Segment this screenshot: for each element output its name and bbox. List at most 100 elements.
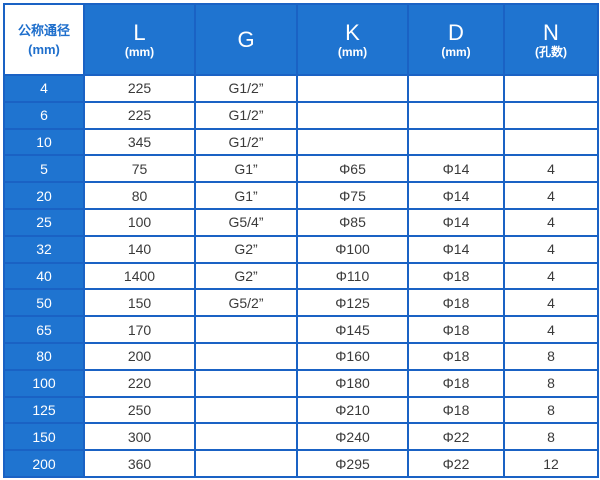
cell-size: 125 [5,397,83,423]
cell-n: 8 [505,424,597,450]
cell-k: Φ125 [298,290,407,316]
cell-g: G1/2” [196,76,296,101]
header-n: N (孔数) [505,5,597,74]
cell-g: G1/2” [196,129,296,155]
table-row: 5 75 G1” Φ65 Φ14 4 [5,156,597,182]
table-row: 32 140 G2” Φ100 Φ14 4 [5,236,597,262]
cell-d: Φ18 [409,263,503,289]
cell-k [298,129,407,155]
header-label: G [237,26,255,52]
cell-k: Φ295 [298,451,407,476]
cell-g [196,317,296,342]
cell-d: Φ18 [409,290,503,316]
cell-g: G1/2” [196,102,296,128]
cell-size: 65 [5,317,83,342]
cell-k: Φ100 [298,236,407,262]
cell-d [409,76,503,101]
cell-d: Φ14 [409,156,503,182]
cell-n: 4 [505,290,597,316]
cell-size: 80 [5,343,83,369]
cell-n: 8 [505,343,597,369]
cell-l: 225 [85,102,194,128]
header-g: G [196,5,296,74]
cell-size: 5 [5,156,83,182]
table-row: 125 250 Φ210 Φ18 8 [5,397,597,423]
cell-d: Φ18 [409,317,503,342]
header-nominal-diameter: 公称通径 (mm) [5,5,83,74]
cell-l: 1400 [85,263,194,289]
table-row: 80 200 Φ160 Φ18 8 [5,343,597,369]
table-row: 10 345 G1/2” [5,129,597,155]
cell-l: 75 [85,156,194,182]
cell-size: 150 [5,424,83,450]
header-unit: (mm) [441,44,471,59]
cell-k: Φ75 [298,183,407,208]
cell-n: 4 [505,236,597,262]
cell-d: Φ14 [409,209,503,235]
cell-l: 200 [85,343,194,369]
table-row: 50 150 G5/2” Φ125 Φ18 4 [5,290,597,316]
header-k: K (mm) [298,5,407,74]
spec-table: 公称通径 (mm) L (mm) G K (mm) D (mm) N (孔数) 4 225… [3,3,599,478]
header-label: K [345,19,360,45]
cell-g: G5/4” [196,209,296,235]
cell-g: G2” [196,236,296,262]
cell-l: 225 [85,76,194,101]
cell-n: 4 [505,317,597,342]
cell-d: Φ14 [409,236,503,262]
cell-g: G5/2” [196,290,296,316]
header-unit: (mm) [124,44,155,59]
cell-n: 8 [505,397,597,423]
cell-l: 220 [85,370,194,396]
header-l: L (mm) [85,5,194,74]
cell-n: 12 [505,451,597,476]
cell-g [196,424,296,450]
header-label: 公称通径 [17,22,70,38]
cell-d: Φ22 [409,424,503,450]
cell-n [505,102,597,128]
table-row: 20 80 G1” Φ75 Φ14 4 [5,183,597,208]
header-unit: (孔数) [535,44,567,59]
cell-k: Φ110 [298,263,407,289]
cell-l: 300 [85,424,194,450]
cell-l: 345 [85,129,194,155]
cell-size: 100 [5,370,83,396]
cell-n: 4 [505,183,597,208]
cell-k: Φ160 [298,343,407,369]
cell-d: Φ22 [409,451,503,476]
cell-n: 4 [505,263,597,289]
cell-g [196,370,296,396]
cell-k [298,76,407,101]
cell-l: 360 [85,451,194,476]
cell-k: Φ180 [298,370,407,396]
cell-size: 6 [5,102,83,128]
table-row: 65 170 Φ145 Φ18 4 [5,317,597,342]
cell-k: Φ210 [298,397,407,423]
table-row: 100 220 Φ180 Φ18 8 [5,370,597,396]
cell-n: 4 [505,209,597,235]
cell-g: G1” [196,183,296,208]
table-row: 40 1400 G2” Φ110 Φ18 4 [5,263,597,289]
header-label: L [133,19,146,45]
cell-n [505,129,597,155]
cell-l: 140 [85,236,194,262]
cell-size: 40 [5,263,83,289]
cell-d: Φ18 [409,397,503,423]
cell-n: 8 [505,370,597,396]
cell-size: 10 [5,129,83,155]
header-unit: (mm) [337,44,368,59]
cell-l: 80 [85,183,194,208]
cell-l: 100 [85,209,194,235]
cell-k: Φ145 [298,317,407,342]
header-label: D [448,19,464,45]
cell-size: 32 [5,236,83,262]
table-row: 4 225 G1/2” [5,76,597,101]
header-row: 公称通径 (mm) L (mm) G K (mm) D (mm) N (孔数) [5,5,597,74]
cell-d: Φ14 [409,183,503,208]
cell-size: 50 [5,290,83,316]
cell-g: G1” [196,156,296,182]
cell-size: 25 [5,209,83,235]
header-d: D (mm) [409,5,503,74]
cell-k: Φ85 [298,209,407,235]
cell-d [409,102,503,128]
